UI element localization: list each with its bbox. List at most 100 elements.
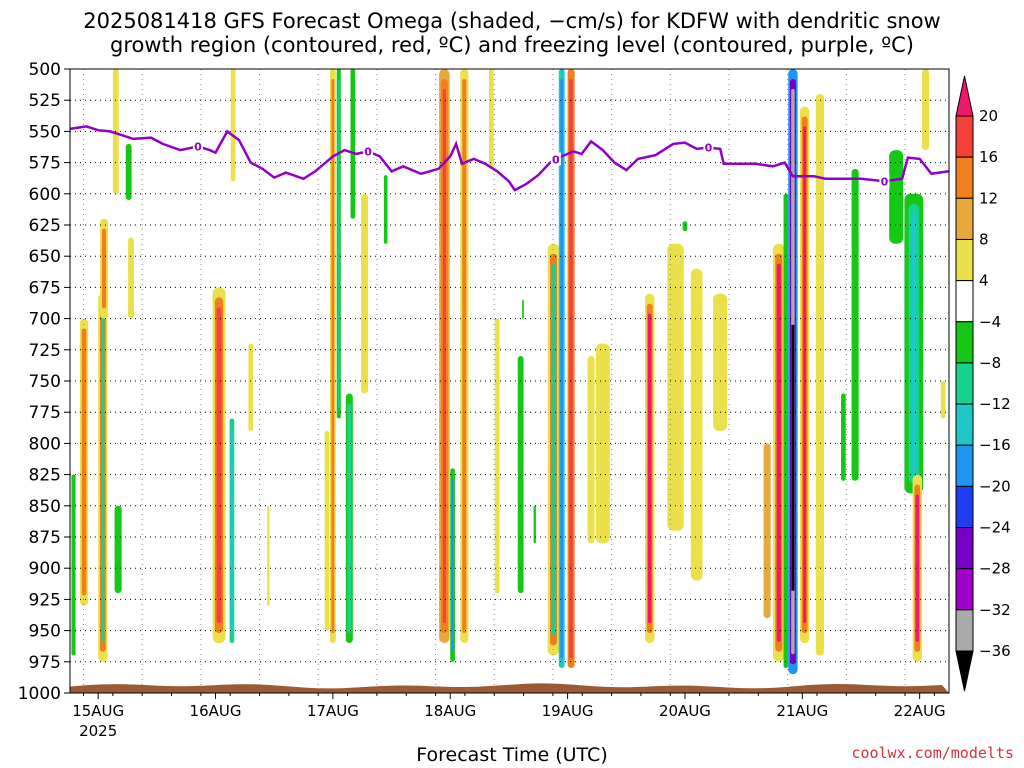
omega-streak-30-layer-0 bbox=[595, 343, 610, 544]
y-tick-label-850: 850 bbox=[29, 497, 61, 517]
omega-streak-35-layer-0 bbox=[690, 268, 703, 581]
omega-streak-14-layer-1 bbox=[331, 79, 335, 634]
omega-streak-29-layer-0 bbox=[587, 356, 595, 544]
omega-streak-40-layer-0 bbox=[783, 193, 789, 669]
omega-streak-38-layer-0 bbox=[763, 443, 771, 619]
y-tick-label-525: 525 bbox=[29, 91, 61, 111]
omega-shading bbox=[71, 69, 946, 675]
omega-streak-42-layer-2 bbox=[803, 126, 807, 624]
x-axis-label: Forecast Time (UTC) bbox=[416, 744, 608, 766]
colorbar-top-arrow bbox=[955, 75, 974, 117]
y-tick-label-600: 600 bbox=[29, 185, 61, 205]
site-credit[interactable]: coolwx.com/modelts bbox=[851, 744, 1014, 762]
omega-streak-49-layer-2 bbox=[915, 494, 920, 642]
freezing-level-label-2: 0 bbox=[552, 153, 560, 166]
omega-streak-22-layer-1 bbox=[462, 79, 467, 634]
omega-streak-50-layer-0 bbox=[940, 381, 946, 419]
y-tick-label-575: 575 bbox=[29, 154, 61, 174]
omega-streak-23-layer-0 bbox=[488, 69, 494, 169]
x-tick-sublabel-15AUG: 2025 bbox=[79, 722, 117, 740]
freezing-label-bg-2 bbox=[550, 152, 561, 166]
omega-streak-15-layer-1 bbox=[337, 79, 340, 409]
omega-streak-1-layer-1 bbox=[81, 328, 87, 596]
colorbar-box-7 bbox=[955, 362, 974, 405]
omega-streak-7-layer-0 bbox=[128, 237, 134, 319]
omega-streak-16-layer-1 bbox=[347, 403, 352, 634]
omega-streak-0-layer-0 bbox=[71, 474, 76, 656]
omega-streak-27-layer-1 bbox=[560, 79, 564, 659]
colorbar-box-11 bbox=[955, 527, 974, 570]
freezing-level-label-1: 0 bbox=[364, 145, 372, 158]
y-tick-label-950: 950 bbox=[29, 622, 61, 642]
colorbar-box-4 bbox=[955, 238, 974, 282]
colorbar-label--20: −20 bbox=[979, 477, 1011, 495]
colorbar-label--8: −8 bbox=[979, 354, 1001, 372]
colorbar-bottom-arrow bbox=[955, 650, 974, 692]
colorbar-box-5 bbox=[955, 280, 974, 323]
colorbar-label-12: 12 bbox=[979, 189, 998, 207]
colorbar-box-9 bbox=[955, 444, 974, 487]
omega-core-gray bbox=[791, 131, 795, 319]
colorbar-box-6 bbox=[955, 321, 974, 364]
x-tick-label-18AUG: 18AUG bbox=[424, 702, 476, 720]
y-tick-label-625: 625 bbox=[29, 216, 61, 236]
y-tick-label-925: 925 bbox=[29, 590, 61, 610]
x-tick-label-20AUG: 20AUG bbox=[659, 702, 711, 720]
y-axis-ticks: 500 525 550 575 600 625 650 675 700 725 750 775 800 8… bbox=[18, 60, 70, 704]
colorbar-label-4: 4 bbox=[979, 272, 989, 290]
freezing-level-contour: 0 0 0 0 0 bbox=[69, 125, 950, 192]
colorbar-label--16: −16 bbox=[979, 436, 1011, 454]
omega-streak-39-layer-2 bbox=[776, 263, 781, 642]
omega-streak-33-layer-2 bbox=[647, 313, 652, 624]
omega-streak-45-layer-0 bbox=[841, 393, 846, 481]
x-tick-label-15AUG: 15AUG bbox=[72, 702, 124, 720]
colorbar-label-8: 8 bbox=[979, 230, 989, 248]
chart-title-line1: 2025081418 GFS Forecast Omega (shaded, −… bbox=[83, 9, 941, 33]
omega-streak-6-layer-0 bbox=[125, 143, 132, 201]
omega-streak-13-layer-0 bbox=[324, 430, 330, 631]
y-tick-label-500: 500 bbox=[29, 60, 61, 80]
y-tick-label-700: 700 bbox=[29, 310, 61, 330]
y-tick-label-975: 975 bbox=[29, 653, 61, 673]
colorbar-label--4: −4 bbox=[979, 313, 1001, 331]
colorbar-label--12: −12 bbox=[979, 395, 1011, 413]
colorbar-box-2 bbox=[955, 156, 974, 199]
omega-streak-24-layer-0 bbox=[494, 318, 500, 594]
colorbar-label--28: −28 bbox=[979, 560, 1011, 578]
omega-streak-21-layer-1 bbox=[451, 478, 454, 652]
colorbar-box-13 bbox=[955, 609, 974, 652]
freezing-level-label-3: 0 bbox=[705, 142, 713, 155]
colorbar-box-10 bbox=[955, 485, 974, 529]
omega-streak-10-layer-0 bbox=[230, 69, 236, 182]
y-tick-label-800: 800 bbox=[29, 434, 61, 454]
y-tick-label-650: 650 bbox=[29, 247, 61, 267]
omega-streak-2-layer-2 bbox=[101, 313, 105, 642]
omega-streak-8-layer-2 bbox=[216, 307, 222, 624]
omega-streak-28-layer-1 bbox=[569, 79, 573, 659]
grid bbox=[70, 69, 949, 693]
colorbar-box-12 bbox=[955, 568, 974, 611]
omega-streak-20-layer-2 bbox=[442, 89, 446, 624]
colorbar-box-3 bbox=[955, 197, 974, 240]
omega-streak-36-layer-0 bbox=[713, 293, 728, 431]
x-tick-label-22AUG: 22AUG bbox=[894, 702, 946, 720]
y-tick-label-825: 825 bbox=[29, 466, 61, 486]
freezing-label-bg-3 bbox=[703, 140, 714, 154]
colorbar-label-20: 20 bbox=[979, 107, 998, 125]
colorbar-box-8 bbox=[955, 403, 974, 446]
colorbar: 20 16 12 8 4 −4 −8 −12 −16 −20 −24 −28 −32 −36 bbox=[955, 75, 1011, 692]
freezing-level-label-4: 0 bbox=[881, 175, 889, 188]
x-tick-label-21AUG: 21AUG bbox=[776, 702, 828, 720]
omega-streak-19-layer-0 bbox=[383, 175, 388, 244]
omega-streak-9-layer-1 bbox=[230, 428, 234, 634]
colorbar-box-1 bbox=[955, 115, 974, 158]
freezing-label-bg-4 bbox=[879, 174, 890, 188]
omega-streak-17-layer-0 bbox=[350, 69, 356, 219]
omega-streak-37-layer-0 bbox=[682, 221, 688, 232]
omega-streak-26-layer-2 bbox=[551, 263, 556, 636]
colorbar-label--32: −32 bbox=[979, 601, 1011, 619]
omega-streak-12-layer-0 bbox=[267, 505, 270, 606]
colorbar-label--36: −36 bbox=[979, 642, 1011, 660]
y-tick-label-775: 775 bbox=[29, 403, 61, 423]
